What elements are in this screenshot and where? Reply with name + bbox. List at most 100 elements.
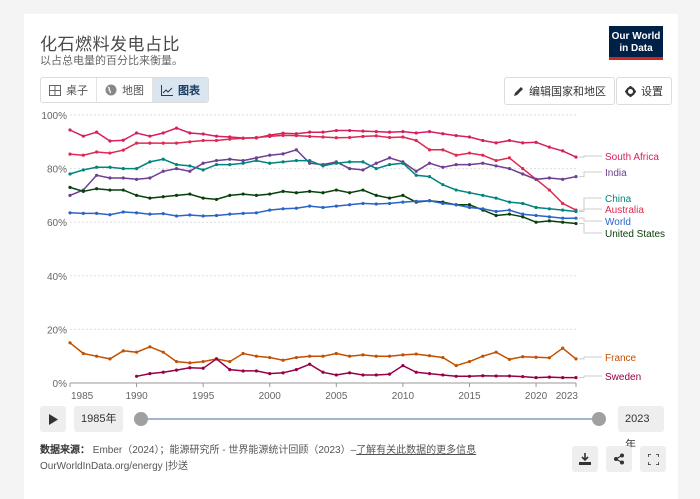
data-point[interactable] [161,131,165,135]
data-point[interactable] [134,193,139,197]
data-point[interactable] [467,151,472,155]
data-point[interactable] [494,374,498,378]
end-year[interactable]: 2023年 [618,406,664,451]
data-point[interactable] [268,134,272,139]
data-point[interactable] [81,211,85,215]
data-point[interactable] [561,149,565,153]
data-point[interactable] [108,357,112,361]
data-point[interactable] [467,203,472,207]
data-point[interactable] [108,213,112,217]
data-point[interactable] [308,134,312,139]
play-button[interactable] [40,406,66,432]
data-point[interactable] [561,201,565,206]
data-point[interactable] [454,153,458,157]
data-point[interactable] [414,370,418,374]
data-point[interactable] [534,220,538,224]
data-point[interactable] [201,132,205,136]
data-point[interactable] [281,358,285,362]
data-point[interactable] [308,189,312,193]
data-point[interactable] [321,354,325,358]
tab-chart[interactable]: 图表 [152,78,208,102]
data-point[interactable] [441,201,445,206]
data-point[interactable] [321,205,325,210]
data-point[interactable] [161,370,165,374]
data-point[interactable] [467,359,472,364]
data-point[interactable] [68,128,72,132]
data-point[interactable] [134,177,139,181]
data-point[interactable] [134,131,139,135]
data-point[interactable] [108,151,112,155]
source-url[interactable]: OurWorldInData.org/energy |抄送 [40,461,189,472]
data-point[interactable] [561,376,565,380]
series-label[interactable]: China [605,194,632,205]
data-point[interactable] [188,192,192,196]
series-label[interactable]: France [605,353,637,364]
data-point[interactable] [188,366,192,370]
data-point[interactable] [427,161,432,165]
data-point[interactable] [95,150,99,154]
data-point[interactable] [254,156,259,160]
data-point[interactable] [161,212,165,216]
data-point[interactable] [281,371,285,375]
data-point[interactable] [228,157,232,161]
data-point[interactable] [308,158,312,163]
data-point[interactable] [228,193,232,197]
data-point[interactable] [174,193,179,197]
data-point[interactable] [134,141,139,145]
data-point[interactable] [494,158,498,163]
data-point[interactable] [441,355,445,360]
data-point[interactable] [121,148,125,152]
data-point[interactable] [268,161,272,165]
data-point[interactable] [467,191,472,195]
data-point[interactable] [148,212,152,216]
data-point[interactable] [534,205,538,210]
data-point[interactable] [174,162,179,167]
data-point[interactable] [308,354,312,358]
data-point[interactable] [254,211,259,215]
data-point[interactable] [507,357,512,362]
data-point[interactable] [148,134,152,138]
data-point[interactable] [414,131,418,135]
data-point[interactable] [348,203,352,207]
data-point[interactable] [574,221,578,226]
data-point[interactable] [481,354,485,358]
data-point[interactable] [454,188,458,192]
data-point[interactable] [241,161,245,165]
data-point[interactable] [348,191,352,195]
data-point[interactable] [387,372,392,376]
data-point[interactable] [134,350,139,354]
data-point[interactable] [534,140,538,144]
data-point[interactable] [547,176,551,180]
data-point[interactable] [334,188,338,192]
download-button[interactable] [572,446,598,472]
data-point[interactable] [148,196,152,200]
data-point[interactable] [281,207,285,211]
data-point[interactable] [241,136,245,140]
data-point[interactable] [201,214,205,218]
data-point[interactable] [188,131,192,135]
data-point[interactable] [241,158,245,163]
data-point[interactable] [494,141,498,145]
data-point[interactable] [254,158,259,163]
data-point[interactable] [348,135,352,140]
data-point[interactable] [387,135,392,140]
data-point[interactable] [214,158,219,163]
data-point[interactable] [268,208,272,212]
data-point[interactable] [561,208,565,212]
series-line[interactable] [136,357,576,379]
data-point[interactable] [334,128,338,133]
data-point[interactable] [148,141,152,145]
data-point[interactable] [374,373,378,377]
data-point[interactable] [68,152,72,156]
data-point[interactable] [294,134,298,138]
data-point[interactable] [214,138,219,143]
data-point[interactable] [121,349,125,353]
data-point[interactable] [321,135,325,139]
tab-table[interactable]: 桌子 [41,78,96,102]
data-point[interactable] [414,138,418,143]
data-point[interactable] [201,359,205,364]
data-point[interactable] [81,351,85,356]
data-point[interactable] [374,193,378,197]
data-point[interactable] [228,359,232,364]
end-handle[interactable] [592,412,606,426]
